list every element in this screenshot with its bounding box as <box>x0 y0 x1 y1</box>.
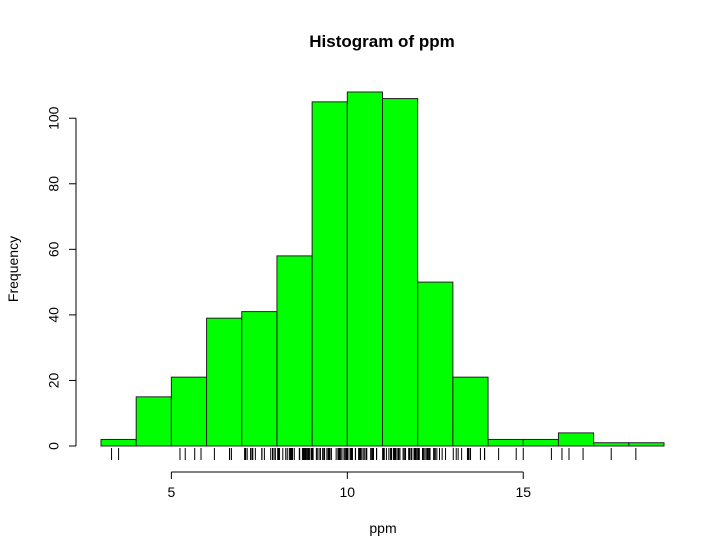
x-axis-label: ppm <box>369 520 396 536</box>
histogram-bar-11 <box>452 376 489 447</box>
histogram-bar-1 <box>100 438 137 447</box>
histogram-bar-15 <box>593 442 630 447</box>
histogram-bar-13 <box>522 438 559 447</box>
histogram-bar-7 <box>311 101 348 447</box>
y-axis-label: Frequency <box>5 236 21 302</box>
y-tick-label-20: 20 <box>46 372 62 388</box>
x-tick-label-5: 5 <box>167 484 175 500</box>
y-axis: 0 20 40 60 80 100 <box>46 106 77 450</box>
y-tick-label-60: 60 <box>46 241 62 257</box>
histogram-bar-16 <box>628 442 665 447</box>
x-axis: 5 10 15 <box>167 471 531 500</box>
chart-title: Histogram of ppm <box>309 32 454 51</box>
x-tick-label-15: 15 <box>515 484 531 500</box>
histogram-bar-8 <box>346 91 383 447</box>
bars-layer <box>100 91 665 447</box>
histogram-bar-14 <box>557 432 595 447</box>
rug-layer <box>111 448 637 460</box>
y-tick-label-40: 40 <box>46 307 62 323</box>
histogram-bar-4 <box>206 317 243 447</box>
y-tick-label-0: 0 <box>46 442 62 450</box>
histogram-bar-6 <box>276 255 313 447</box>
histogram-bar-5 <box>241 311 278 447</box>
histogram-bar-2 <box>135 396 172 447</box>
y-tick-label-80: 80 <box>46 176 62 192</box>
x-tick-label-10: 10 <box>340 484 356 500</box>
histogram-bar-9 <box>382 98 419 447</box>
histogram-bar-3 <box>170 376 208 447</box>
y-tick-label-100: 100 <box>46 106 62 130</box>
histogram-bar-10 <box>417 281 454 447</box>
histogram-bar-12 <box>487 438 524 447</box>
